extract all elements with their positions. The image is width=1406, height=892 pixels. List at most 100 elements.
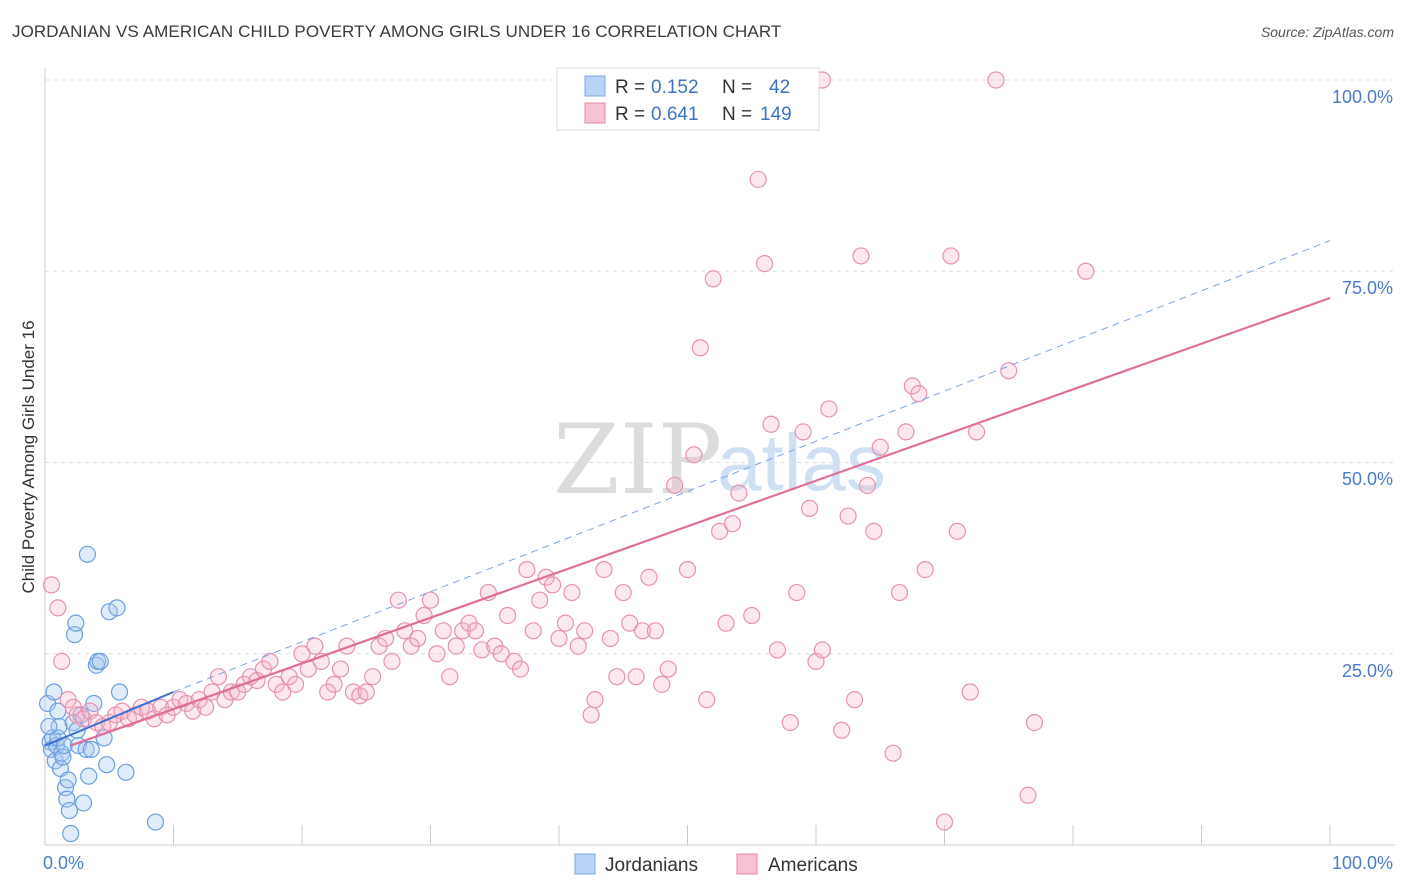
american-point (640, 568, 658, 586)
jordanian-point (80, 767, 98, 785)
american-point (274, 683, 292, 701)
american-point (685, 446, 703, 464)
american-point (800, 499, 819, 517)
american-point (286, 675, 305, 693)
american-point (813, 641, 832, 659)
american-point (916, 560, 934, 579)
american-point (961, 683, 979, 701)
american-point (524, 622, 542, 640)
jordanian-point (146, 813, 165, 831)
american-point (518, 560, 536, 579)
american-point (852, 247, 870, 265)
american-point (768, 641, 787, 659)
y-tick-label-100: 100.0% (1332, 87, 1393, 107)
american-point (659, 660, 677, 678)
bottom-legend-label-jordanians: Jordanians (605, 855, 698, 876)
y-tick-label-25: 25.0% (1342, 661, 1393, 681)
jordanian-point (67, 614, 85, 632)
jordanian-point (110, 683, 129, 701)
american-point (781, 713, 799, 732)
legend-n-value-2: 149 (760, 104, 792, 125)
american-point (910, 385, 928, 403)
american-point (621, 614, 639, 632)
bottom-legend-label-americans: Americans (768, 855, 858, 876)
legend-r-label-1: R = (615, 77, 645, 98)
american-point (569, 637, 587, 655)
legend-n-value-1: 42 (769, 77, 790, 98)
jordanian-point (60, 801, 79, 820)
american-point (1000, 362, 1018, 380)
jordanian-point (45, 683, 63, 701)
american-point (678, 560, 697, 579)
jordanian-point (108, 599, 126, 617)
jordanian-point (74, 794, 93, 812)
american-point (711, 522, 729, 540)
american-point (556, 614, 575, 632)
american-point (1025, 713, 1044, 732)
american-point (441, 668, 459, 686)
x-tick-label-max: 100.0% (1332, 853, 1393, 873)
trend-lines (44, 240, 1331, 747)
american-point (473, 641, 491, 659)
american-point (755, 255, 774, 273)
axes (44, 68, 1395, 846)
american-point (794, 423, 812, 441)
american-point (698, 691, 716, 709)
american-point (627, 668, 645, 686)
american-point (492, 645, 510, 663)
american-point (743, 606, 761, 625)
american-point (325, 675, 343, 693)
american-point (293, 645, 311, 663)
american-point (466, 622, 485, 640)
legend-r-label-2: R = (615, 104, 645, 125)
american-point (383, 652, 401, 671)
american-point (839, 507, 857, 525)
american-point (49, 599, 67, 617)
bottom-legend-swatch-jordanians (574, 853, 596, 875)
american-point (717, 614, 735, 632)
american-point (858, 476, 877, 495)
american-point (421, 591, 440, 609)
american-point (576, 622, 594, 640)
american-point (871, 438, 889, 456)
american-point (633, 622, 652, 640)
american-point (865, 522, 883, 540)
american-point (595, 560, 613, 579)
jordanian-point (77, 740, 95, 758)
american-point (511, 660, 530, 678)
american-point (1077, 262, 1095, 280)
legend-r-value-1: 0.152 (651, 77, 699, 98)
american-point (434, 622, 452, 640)
american-point (53, 652, 71, 671)
american-point (884, 744, 902, 762)
american-point (935, 813, 954, 831)
legend-box: R = 0.152 N = 42 R = 0.641 N = 149 (556, 67, 820, 131)
legend-swatch-americans (584, 102, 606, 124)
american-point (601, 629, 620, 648)
american-point (447, 637, 465, 655)
american-point (550, 629, 568, 648)
jordanian-point (100, 603, 118, 621)
american-point (987, 71, 1005, 89)
american-point (42, 576, 61, 594)
bottom-legend: Jordanians Americans (574, 853, 858, 876)
jordanian-point (98, 756, 116, 774)
jordanian-point (59, 771, 77, 789)
american-point (357, 683, 375, 701)
jordanian-point (40, 717, 58, 736)
american-point (261, 652, 279, 671)
american-point (563, 583, 581, 602)
legend-swatch-jordanians (584, 75, 606, 97)
american-point (428, 645, 446, 663)
jordanian-trend-extension (173, 240, 1331, 693)
american-point (531, 591, 549, 609)
american-point (762, 415, 780, 433)
y-tick-label-50: 50.0% (1342, 469, 1393, 489)
american-point (409, 629, 427, 648)
bottom-legend-swatch-americans (736, 853, 758, 875)
american-point (614, 583, 632, 602)
american-point (582, 706, 600, 724)
american-point (586, 691, 604, 709)
chart-title: JORDANIAN VS AMERICAN CHILD POVERTY AMON… (12, 22, 782, 41)
